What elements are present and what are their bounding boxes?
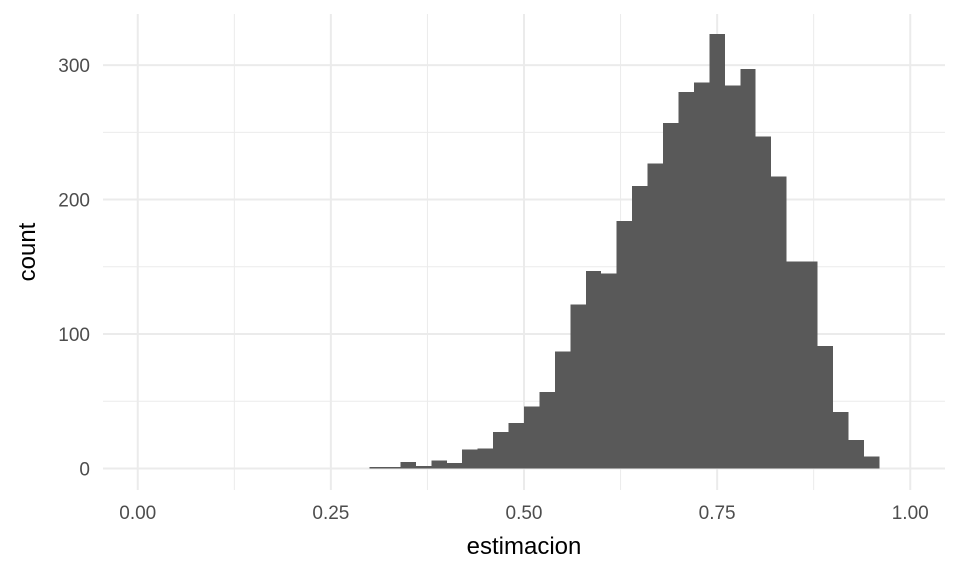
histogram-bar [663,122,679,469]
histogram-bar [570,304,586,469]
histogram-bar [724,85,741,469]
histogram-bar [369,467,385,469]
x-axis-title: estimacion [467,533,582,560]
histogram-bar [755,136,772,469]
histogram-bars [369,34,880,469]
histogram-bar [431,460,447,469]
y-axis-title: count [14,222,41,281]
histogram-bar [817,346,833,469]
x-tick-label: 0.25 [312,503,349,524]
x-tick-label: 0.50 [506,503,543,524]
x-tick-label: 0.00 [119,503,156,524]
y-tick-label: 200 [58,191,90,212]
y-axis-tick-labels: 0 100 200 300 [58,56,90,480]
histogram-bar [786,261,803,469]
histogram-bar [647,163,664,469]
histogram-bar [848,440,864,469]
y-tick-label: 0 [79,459,90,480]
histogram-bar [384,467,401,469]
histogram-bar [554,351,571,469]
histogram-bar [477,448,494,469]
histogram-bar [709,34,725,469]
histogram-bar [632,186,648,469]
histogram-bar [832,412,849,469]
histogram-bar [415,465,432,469]
histogram-bar [601,273,617,469]
histogram-bar [802,261,818,469]
y-tick-label: 100 [58,325,90,346]
y-tick-label: 300 [58,56,90,77]
histogram-bar [585,270,602,469]
histogram-bar [693,82,710,469]
histogram-bar [771,176,787,469]
histogram-bar [508,422,524,469]
histogram-bar [400,461,416,469]
x-tick-label: 1.00 [892,503,929,524]
histogram-bar [462,449,478,469]
x-axis-tick-labels: 0.00 0.25 0.50 0.75 1.00 [119,503,928,524]
histogram-bar [616,221,633,469]
histogram-bar [524,406,540,469]
histogram-bar [740,69,756,469]
histogram-bar [493,432,509,469]
histogram-bar [863,456,880,469]
x-tick-label: 0.75 [699,503,736,524]
histogram-bar [678,91,694,469]
histogram-bar [446,463,463,469]
histogram-bar [539,391,555,469]
